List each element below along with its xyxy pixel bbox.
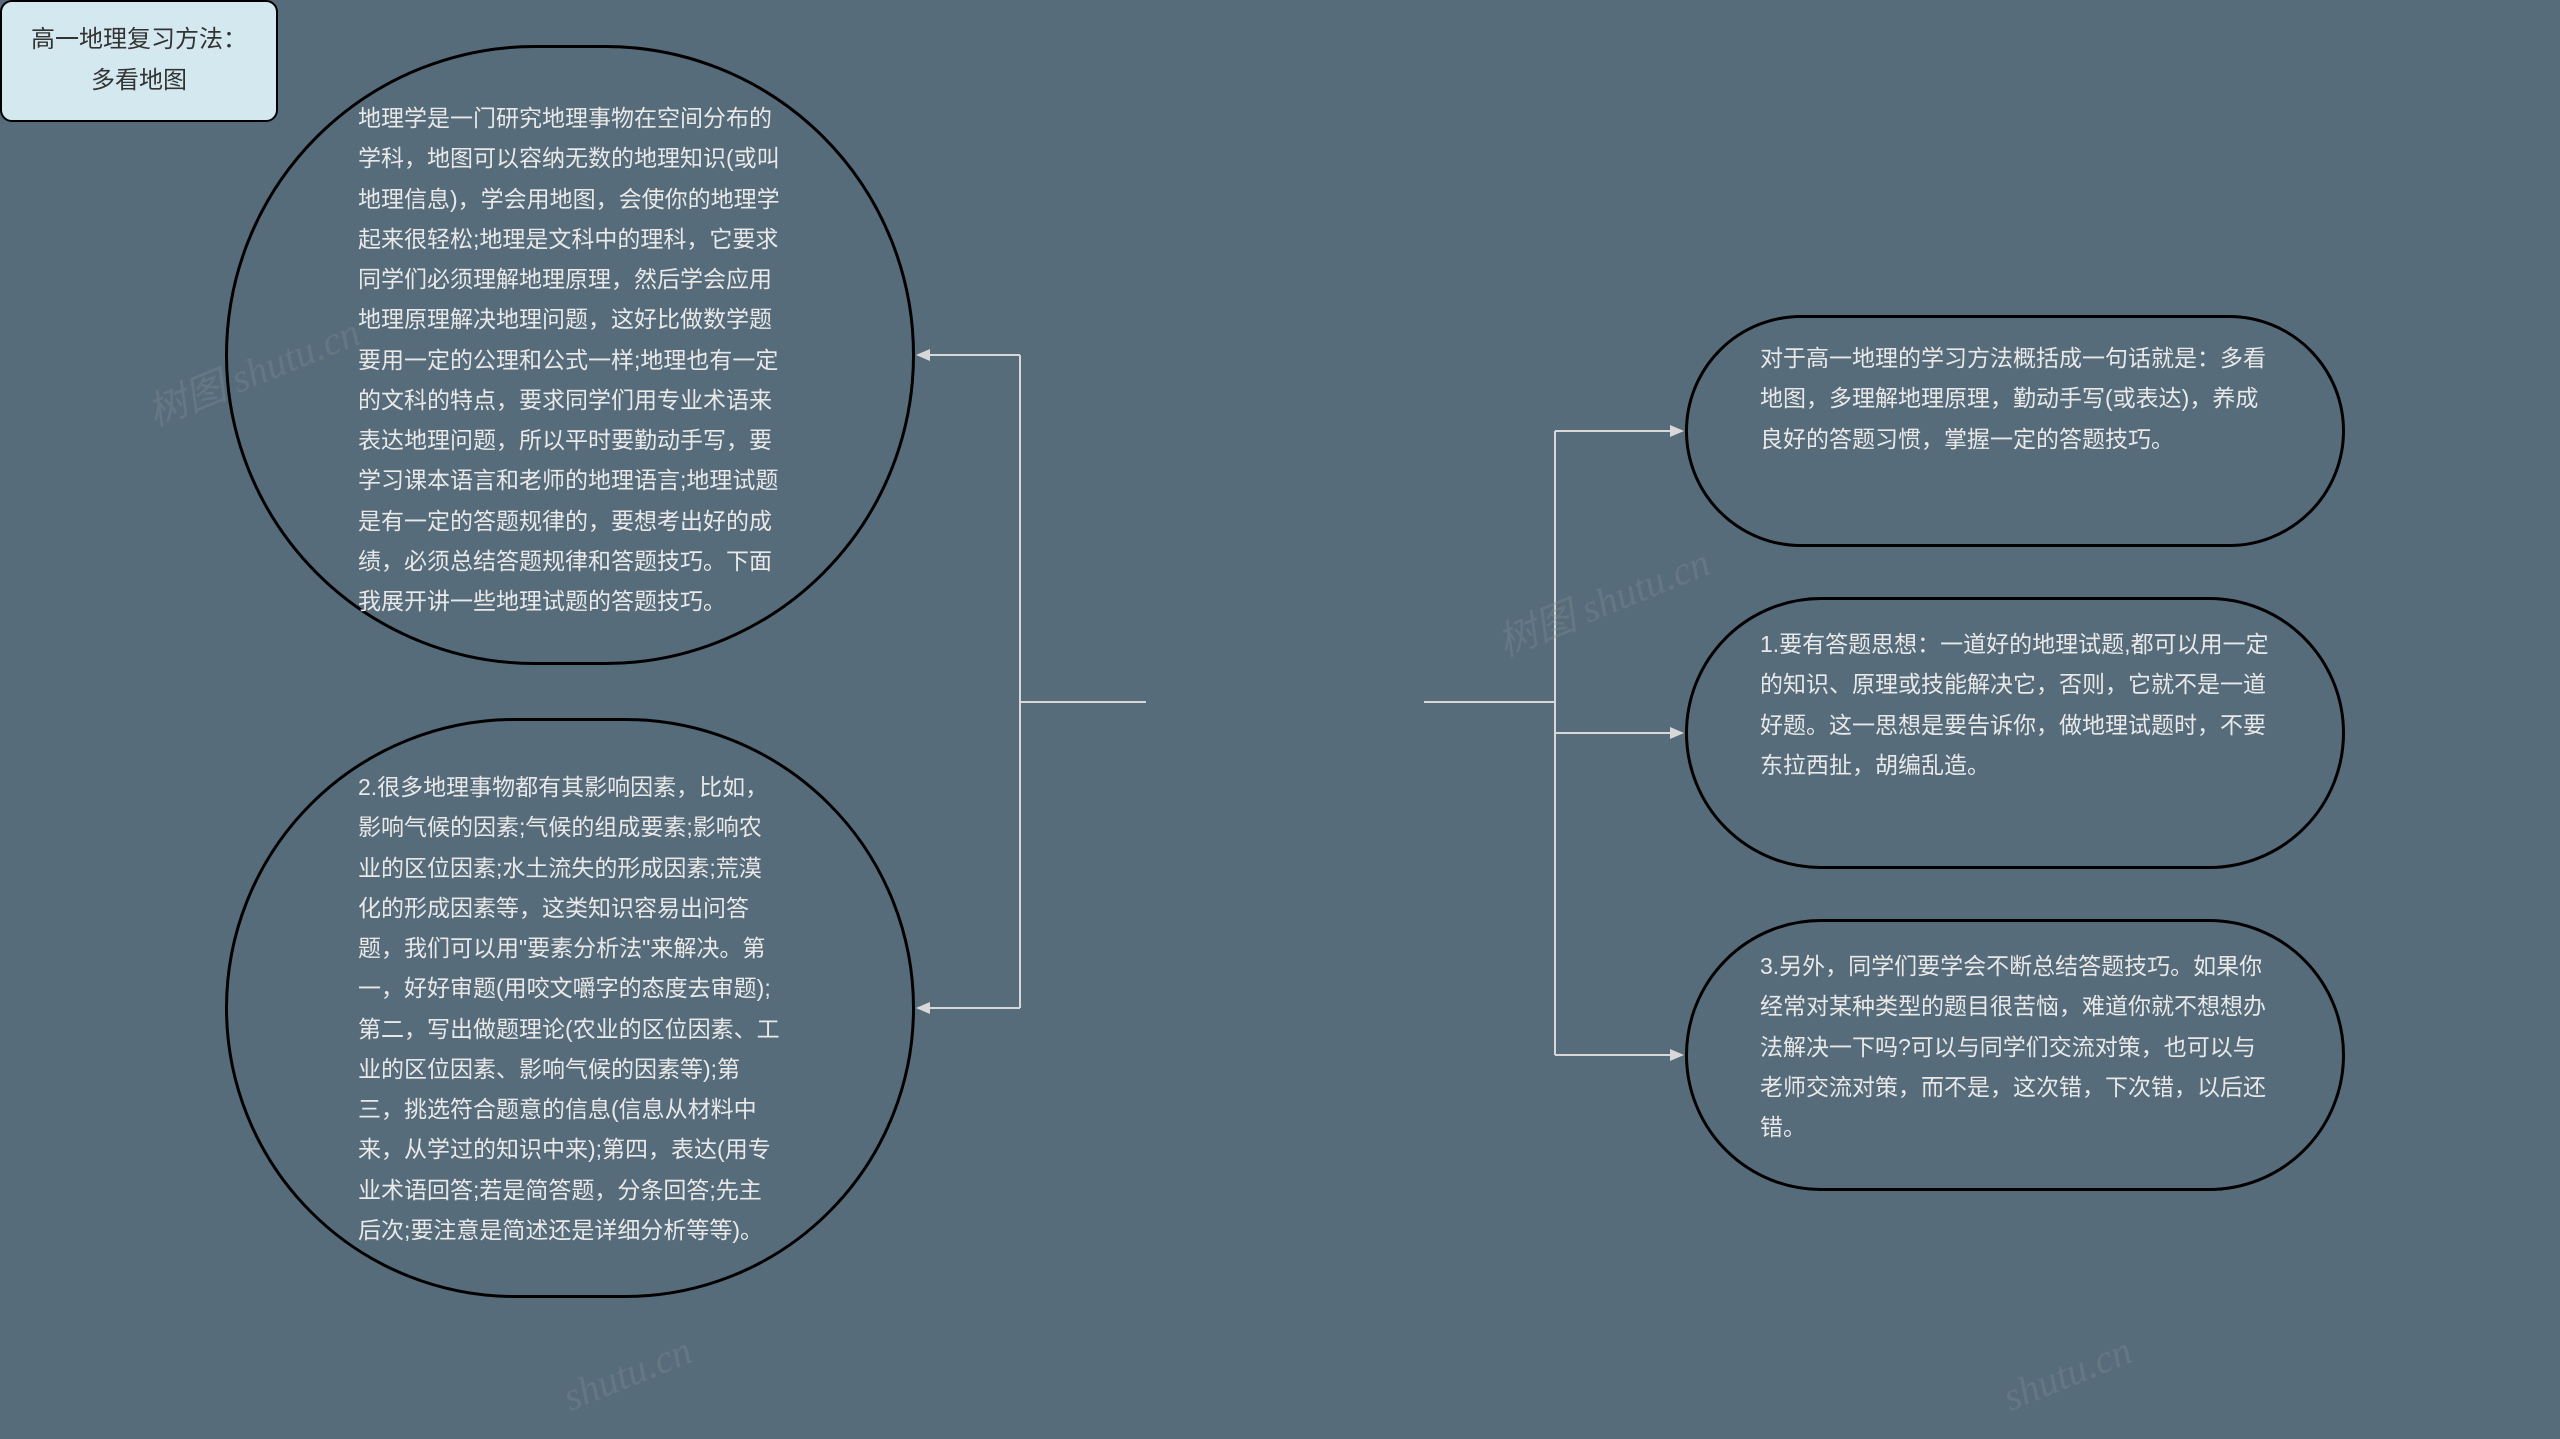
watermark: shutu.cn	[556, 1327, 698, 1421]
mindmap-node-right-1: 对于高一地理的学习方法概括成一句话就是：多看地图，多理解地理原理，勤动手写(或表…	[1685, 315, 2345, 547]
node-text: 地理学是一门研究地理事物在空间分布的学科，地图可以容纳无数的地理知识(或叫地理信…	[358, 105, 780, 614]
watermark: 树图 shutu.cn	[1487, 530, 1717, 668]
mindmap-node-right-3: 3.另外，同学们要学会不断总结答题技巧。如果你经常对某种类型的题目很苦恼，难道你…	[1685, 919, 2345, 1191]
mindmap-node-left-top: 地理学是一门研究地理事物在空间分布的学科，地图可以容纳无数的地理知识(或叫地理信…	[225, 45, 915, 665]
mindmap-node-left-bottom: 2.很多地理事物都有其影响因素，比如，影响气候的因素;气候的组成要素;影响农业的…	[225, 718, 915, 1298]
node-text: 对于高一地理的学习方法概括成一句话就是：多看地图，多理解地理原理，勤动手写(或表…	[1760, 345, 2266, 452]
node-text: 1.要有答题思想：一道好的地理试题,都可以用一定的知识、原理或技能解决它，否则，…	[1760, 631, 2269, 778]
node-text: 3.另外，同学们要学会不断总结答题技巧。如果你经常对某种类型的题目很苦恼，难道你…	[1760, 953, 2266, 1140]
center-node-text: 高一地理复习方法：多看地图	[31, 26, 247, 94]
mindmap-node-right-2: 1.要有答题思想：一道好的地理试题,都可以用一定的知识、原理或技能解决它，否则，…	[1685, 597, 2345, 869]
mindmap-center-node: 高一地理复习方法：多看地图	[0, 0, 278, 122]
watermark: shutu.cn	[1996, 1327, 2138, 1421]
node-text: 2.很多地理事物都有其影响因素，比如，影响气候的因素;气候的组成要素;影响农业的…	[358, 774, 780, 1243]
